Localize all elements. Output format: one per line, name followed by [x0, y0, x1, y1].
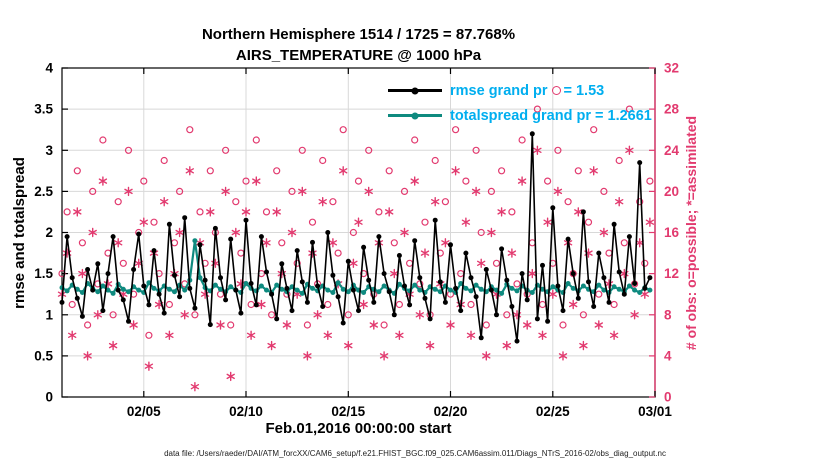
svg-text:32: 32 — [664, 61, 679, 76]
legend-item-totalspread: totalspread grand pr = 1.2661 — [388, 103, 652, 128]
right-axis-ticks — [649, 67, 655, 398]
svg-text:20: 20 — [664, 184, 679, 199]
svg-text:2: 2 — [45, 225, 53, 240]
legend-totalspread-text: totalspread grand pr = 1.2661 — [450, 108, 652, 124]
possible-circle-glyph — [551, 86, 561, 96]
chart-title: Northern Hemisphere 1514 / 1725 = 87.768… — [201, 26, 516, 43]
right-tick-labels: 0 4 8 12 16 20 24 28 32 — [664, 61, 680, 405]
svg-text:4: 4 — [664, 348, 672, 363]
svg-text:1.5: 1.5 — [34, 266, 53, 281]
rmse-markers — [59, 131, 653, 344]
svg-text:28: 28 — [664, 102, 680, 117]
svg-text:0: 0 — [45, 390, 53, 405]
left-tick-labels: 0 0.5 1 1.5 2 2.5 3 3.5 4 — [34, 61, 53, 405]
svg-text:1: 1 — [45, 307, 53, 322]
svg-text:3: 3 — [45, 143, 53, 158]
svg-text:2.5: 2.5 — [34, 184, 53, 199]
right-axis-label: # of obs: o=possible; *=assimilated — [683, 115, 699, 351]
rmse-line-sample — [388, 87, 442, 94]
svg-text:02/25: 02/25 — [536, 404, 570, 419]
left-axis-label: rmse and totalspread — [11, 157, 28, 309]
svg-text:12: 12 — [664, 266, 679, 281]
svg-text:0: 0 — [664, 390, 672, 405]
axis-ticks — [62, 67, 656, 398]
svg-text:02/20: 02/20 — [434, 404, 468, 419]
legend: rmse grand pr = 1.53 totalspread grand pr… — [388, 78, 652, 128]
legend-rmse-label: rmse grand pr — [450, 82, 548, 99]
svg-text:0.5: 0.5 — [34, 348, 53, 363]
totalspread-marker-sample — [411, 112, 419, 119]
svg-text:24: 24 — [664, 143, 680, 158]
svg-text:02/05: 02/05 — [127, 404, 161, 419]
legend-totalspread-label: totalspread grand pr = 1.2661 — [450, 107, 652, 124]
svg-text:02/15: 02/15 — [331, 404, 365, 419]
rmse-marker-sample — [411, 87, 419, 94]
data-file-caption: data file: /Users/raeder/DAI/ATM_forcXX/… — [164, 449, 666, 458]
totalspread-line-sample — [388, 112, 442, 119]
gridlines — [62, 68, 655, 397]
svg-text:02/10: 02/10 — [229, 404, 263, 419]
svg-text:3.5: 3.5 — [34, 102, 53, 117]
legend-rmse-value: = 1.53 — [563, 82, 605, 99]
rmse-line — [61, 133, 651, 342]
svg-text:4: 4 — [45, 61, 53, 76]
x-axis-label: Feb.01,2016 00:00:00 start — [265, 420, 452, 437]
legend-rmse-text: rmse grand pr = 1.53 — [450, 83, 604, 99]
svg-text:16: 16 — [664, 225, 680, 240]
svg-text:8: 8 — [664, 307, 672, 322]
svg-text:03/01: 03/01 — [638, 404, 672, 419]
chart-subtitle: AIRS_TEMPERATURE @ 1000 hPa — [235, 47, 482, 64]
legend-item-rmse: rmse grand pr = 1.53 — [388, 78, 652, 103]
x-tick-labels: 02/05 02/10 02/15 02/20 02/25 03/01 — [127, 404, 672, 419]
